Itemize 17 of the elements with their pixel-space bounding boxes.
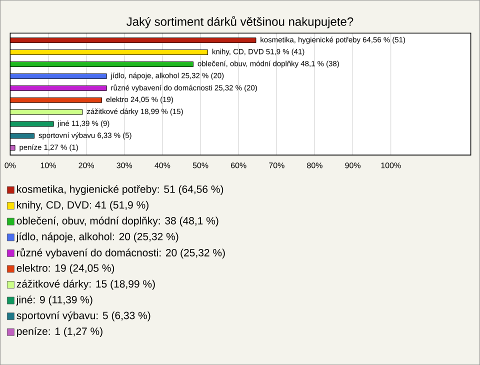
text: různé vybavení do domácnosti: 20 (25,32 %): [17, 248, 225, 258]
chart-title: Jaký sortiment dárků většinou nakupujete?: [126, 16, 354, 28]
text: elektro: 19 (24,05 %): [16, 264, 114, 274]
text: zážitkové dárky: 15 (18,99 %): [16, 280, 155, 290]
text: jiné: 9 (11,39 %): [16, 296, 92, 306]
text: peníze: 1 (1,27 %): [17, 327, 102, 338]
text: jídlo, nápoje, alkohol: 20 (25,32 %): [16, 232, 178, 242]
bar: [10, 50, 208, 55]
text: oblečení, obuv, módní doplňky: 38 (48,1 %): [16, 216, 218, 227]
bar: [10, 38, 256, 44]
bar: [10, 85, 107, 91]
text: sportovní výbavu: 5 (6,33 %): [16, 311, 150, 322]
text: knihy, CD, DVD: 41 (51,9 %): [17, 200, 148, 211]
bar: [10, 73, 107, 79]
text: kosmetika, hygienické potřeby: 51 (64,56 %): [17, 185, 224, 195]
bar: [10, 97, 102, 103]
bar: [10, 61, 194, 67]
